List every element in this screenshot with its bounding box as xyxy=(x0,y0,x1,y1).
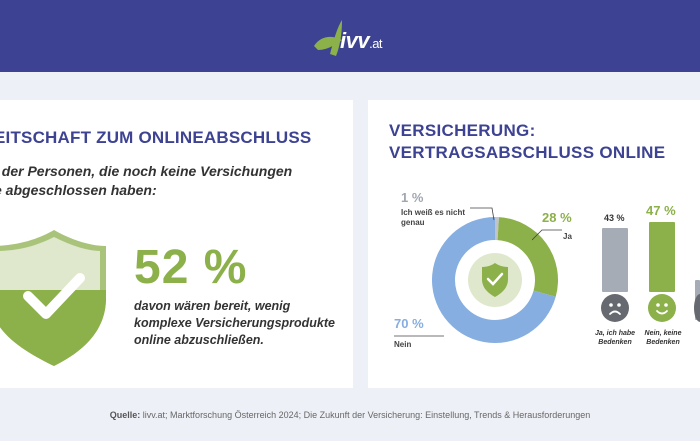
big-percentage: 52 % xyxy=(134,241,248,294)
neutral-face-icon xyxy=(694,294,700,322)
left-card-subtitle: l der Personen, die noch keine Versichun… xyxy=(0,163,293,198)
logo-leaf-icon xyxy=(314,20,342,56)
bar-label-0: Ja, ich habe Bedenken xyxy=(594,330,636,346)
donut-label-value-0: 1 % xyxy=(401,190,424,205)
bar-0 xyxy=(602,227,628,292)
shield-check-icon xyxy=(0,230,106,366)
bar-value-1: 47 % xyxy=(646,203,676,218)
donut-label-value-2: 70 % xyxy=(394,316,424,331)
donut-label-name-0: Ich weiß es nicht genau xyxy=(401,208,466,227)
bar-1 xyxy=(649,222,675,292)
sad-face-icon xyxy=(601,294,629,322)
donut-leader-2 xyxy=(394,335,444,337)
donut-leader-1 xyxy=(532,229,562,241)
bar-label-1: Nein, keine Bedenken xyxy=(644,330,682,346)
source-note: Quelle: livv.at; Marktforschung Österrei… xyxy=(109,410,591,420)
donut-slice-1 xyxy=(497,217,558,297)
donut-label-value-1: 28 % xyxy=(542,210,572,225)
logo-text: ivv.at xyxy=(340,28,383,53)
donut-chart xyxy=(432,217,558,343)
left-card-title: EITSCHAFT ZUM ONLINEABSCHLUSS xyxy=(0,128,312,147)
right-card-title: VERSICHERUNG: VERTRAGSABSCHLUSS ONLINE xyxy=(389,121,666,162)
donut-label-name-2: Nein xyxy=(394,340,412,349)
donut-label-name-1: Ja xyxy=(563,232,572,241)
donut-slice-0 xyxy=(495,217,499,241)
bar-value-0: 43 % xyxy=(604,213,625,223)
header-bar xyxy=(0,0,700,72)
happy-face-icon xyxy=(648,294,676,322)
donut-slice-2 xyxy=(432,217,556,343)
left-card-description: davon wären bereit, wenig komplexe Versi… xyxy=(134,299,335,347)
donut-leader-0 xyxy=(470,207,495,221)
